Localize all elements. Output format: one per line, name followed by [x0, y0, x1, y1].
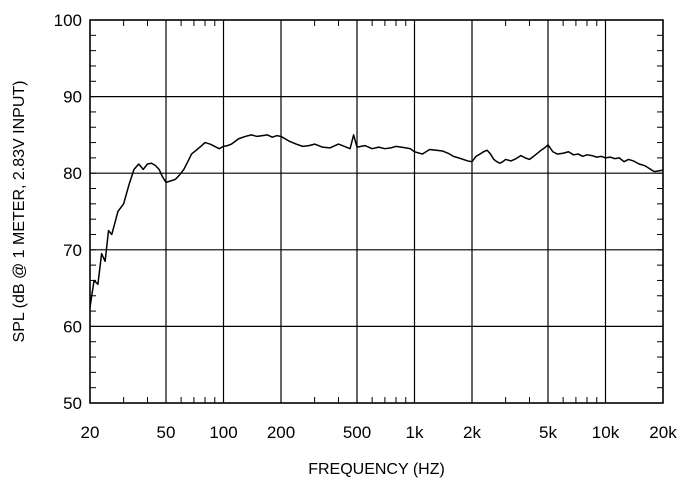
minor-tick-marks [89, 19, 664, 404]
x-tick-label: 500 [343, 423, 371, 442]
x-tick-label: 20k [649, 423, 677, 442]
x-tick-label: 1k [406, 423, 424, 442]
y-tick-labels: 50 60 70 80 90 100 [54, 11, 82, 413]
y-tick-label: 50 [63, 394, 82, 413]
y-axis-title: SPL (dB @ 1 METER, 2.83V INPUT) [11, 81, 28, 343]
x-tick-label: 50 [157, 423, 176, 442]
x-tick-label: 10k [592, 423, 620, 442]
y-tick-label: 80 [63, 164, 82, 183]
y-tick-label: 100 [54, 11, 82, 30]
spl-response-line [89, 134, 664, 308]
x-tick-labels: 20 50 100 200 500 1k 2k 5k 10k 20k [81, 423, 678, 442]
x-tick-label: 100 [209, 423, 237, 442]
y-tick-label: 60 [63, 317, 82, 336]
x-tick-label: 5k [539, 423, 557, 442]
y-tick-label: 90 [63, 88, 82, 107]
x-tick-label: 200 [267, 423, 295, 442]
x-tick-label: 2k [463, 423, 481, 442]
grid-lines [90, 20, 663, 403]
plot-series-layer [89, 134, 664, 308]
x-tick-label: 20 [81, 423, 100, 442]
plot-frame [89, 19, 664, 404]
y-tick-label: 70 [63, 241, 82, 260]
x-axis-title: FREQUENCY (HZ) [308, 461, 445, 478]
